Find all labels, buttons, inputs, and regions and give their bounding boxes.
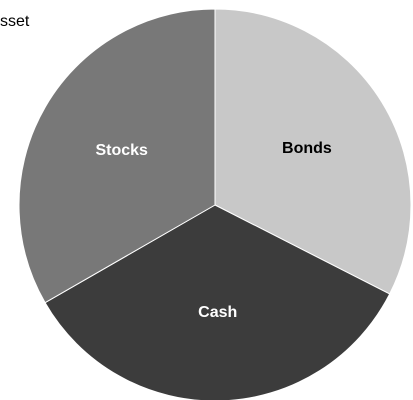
pie-slice — [44, 204, 391, 400]
slice-label: Bonds — [282, 140, 332, 157]
pie-slice — [214, 8, 412, 295]
slice-label: Cash — [198, 304, 237, 321]
chart-title: sset — [0, 13, 30, 30]
slice-label: Stocks — [95, 142, 148, 159]
pie-slice — [18, 8, 216, 304]
